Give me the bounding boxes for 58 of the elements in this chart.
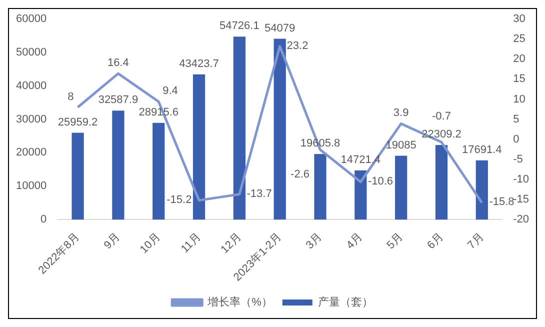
- data-label: 8: [68, 90, 74, 103]
- y-tick-label: 50000: [16, 46, 47, 58]
- data-label: -15.2: [166, 194, 192, 206]
- bar: [233, 36, 246, 220]
- y2-tick-label: -10: [513, 173, 530, 186]
- y2-tick-label: 15: [513, 73, 526, 86]
- y-tick-label: 20000: [16, 146, 47, 159]
- y-tick-label: 60000: [16, 13, 47, 26]
- x-tick-label: 12月: [218, 231, 244, 256]
- x-tick-label: 9月: [102, 231, 122, 252]
- y-tick-label: 10000: [16, 180, 47, 192]
- data-label: 9.4: [162, 85, 178, 98]
- bar: [72, 132, 84, 220]
- x-tick-label: 7月: [466, 231, 486, 252]
- data-label: -13.7: [246, 188, 272, 200]
- bar: [395, 156, 408, 220]
- data-label: -10.6: [368, 175, 394, 188]
- y2-tick-label: 0: [513, 133, 520, 146]
- bar: [354, 170, 367, 220]
- y2-tick-label: 10: [513, 93, 526, 106]
- bar: [314, 154, 326, 220]
- data-label: 32587.9: [98, 94, 138, 106]
- y2-tick-label: 30: [513, 13, 526, 26]
- bar: [112, 110, 124, 220]
- legend-label: 增长率（%）: [206, 296, 272, 309]
- data-label: 17691.4: [462, 144, 502, 156]
- x-tick-label: 4月: [344, 231, 365, 252]
- y-tick-label: 40000: [16, 80, 47, 92]
- x-tick-label: 6月: [425, 231, 446, 252]
- x-tick-label: 10月: [138, 231, 163, 256]
- data-label: 54726.1: [220, 20, 260, 32]
- legend-label: 产量（套）: [318, 296, 373, 309]
- data-label: 16.4: [108, 57, 129, 70]
- data-label: 23.2: [286, 40, 308, 52]
- data-label: 43423.7: [179, 58, 219, 70]
- y2-tick-label: 5: [513, 113, 520, 126]
- y2-tick-label: -15: [513, 194, 530, 206]
- data-label: 54079: [264, 22, 296, 34]
- x-tick-label: 5月: [384, 231, 406, 252]
- y-tick-label: 30000: [16, 113, 47, 126]
- data-label: 3.9: [393, 107, 409, 120]
- bar: [476, 160, 488, 220]
- data-label: -0.7: [432, 110, 451, 123]
- bar: [192, 74, 206, 220]
- y-tick-label: 0: [40, 214, 47, 226]
- y2-tick-label: 20: [513, 53, 526, 66]
- data-label: 25959.2: [58, 116, 98, 128]
- data-label: -2.6: [290, 168, 310, 180]
- y2-tick-label: -20: [513, 214, 530, 226]
- bar: [435, 144, 448, 220]
- data-label: -15.8: [489, 196, 514, 208]
- data-label: 19085: [386, 139, 416, 152]
- bar: [152, 122, 165, 220]
- x-tick-label: 11月: [178, 231, 204, 256]
- y2-tick-label: 25: [513, 33, 526, 46]
- bar: [274, 38, 286, 220]
- x-tick-label: 3月: [304, 231, 325, 252]
- y2-tick-label: -5: [513, 153, 523, 166]
